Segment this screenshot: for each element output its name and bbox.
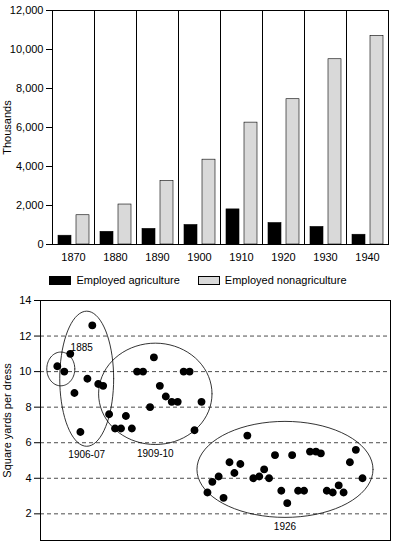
svg-text:1926: 1926 [274, 521, 297, 532]
svg-text:1900: 1900 [187, 251, 211, 263]
svg-text:Thousands: Thousands [1, 100, 13, 155]
svg-text:1906-07: 1906-07 [68, 449, 105, 460]
svg-text:1880: 1880 [103, 251, 127, 263]
svg-text:12,000: 12,000 [10, 4, 44, 16]
svg-text:1910: 1910 [229, 251, 253, 263]
svg-text:4: 4 [25, 472, 31, 484]
svg-text:6,000: 6,000 [16, 121, 44, 133]
svg-text:1940: 1940 [355, 251, 379, 263]
svg-text:2,000: 2,000 [16, 199, 44, 211]
svg-text:1930: 1930 [313, 251, 337, 263]
svg-text:1885: 1885 [71, 342, 94, 353]
svg-text:4,000: 4,000 [16, 160, 44, 172]
html-text:Employed agriculture: Employed agriculture [76, 274, 180, 286]
svg-text:10: 10 [19, 365, 31, 377]
svg-text:2: 2 [25, 507, 31, 519]
html-text:Employed nonagriculture: Employed nonagriculture [224, 274, 347, 286]
svg-text:14: 14 [19, 294, 31, 306]
svg-text:1870: 1870 [61, 251, 85, 263]
svg-text:6: 6 [25, 436, 31, 448]
svg-text:0: 0 [37, 238, 43, 250]
svg-text:12: 12 [19, 330, 31, 342]
svg-text:8,000: 8,000 [16, 82, 44, 94]
svg-text:10,000: 10,000 [10, 43, 44, 55]
svg-text:1890: 1890 [145, 251, 169, 263]
svg-text:1920: 1920 [271, 251, 295, 263]
svg-text:1909-10: 1909-10 [137, 448, 174, 459]
svg-text:Square yards per dress: Square yards per dress [1, 363, 13, 478]
svg-text:8: 8 [25, 401, 31, 413]
